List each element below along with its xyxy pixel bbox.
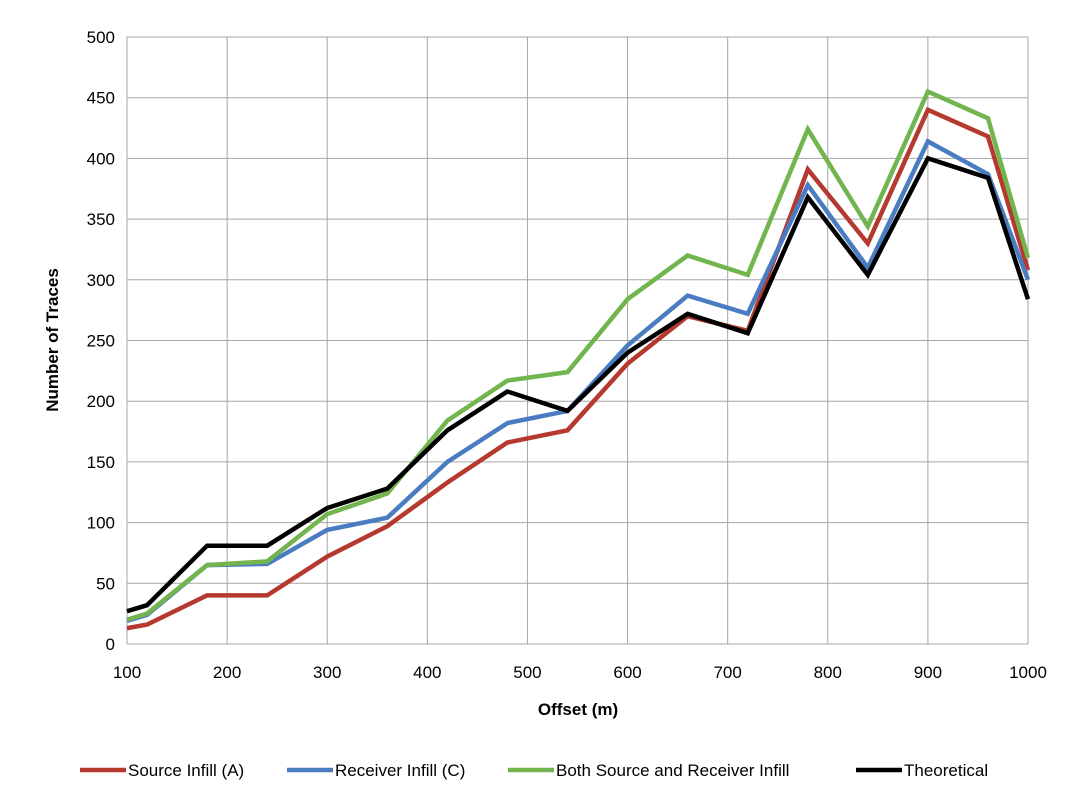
series-line-receiver-infill-c — [126, 138, 1031, 624]
x-axis-title: Offset (m) — [538, 700, 618, 719]
x-tick-label: 200 — [213, 663, 241, 682]
y-tick-label: 450 — [87, 89, 115, 108]
y-axis-title: Number of Traces — [43, 268, 62, 412]
y-tick-label: 400 — [87, 149, 115, 168]
x-tick-label: 100 — [113, 663, 141, 682]
x-axis-ticks: 100 200 300 400 500 600 700 800 900 1000 — [113, 663, 1047, 682]
y-tick-label: 250 — [87, 332, 115, 351]
x-tick-label: 800 — [814, 663, 842, 682]
y-tick-label: 350 — [87, 210, 115, 229]
x-tick-label: 1000 — [1009, 663, 1047, 682]
y-axis-ticks: 0 50 100 150 200 250 300 350 400 450 500 — [87, 28, 115, 654]
y-tick-label: 0 — [106, 635, 115, 654]
y-tick-label: 50 — [96, 574, 115, 593]
x-tick-label: 900 — [914, 663, 942, 682]
legend: Source Infill (A) Receiver Infill (C) Both… — [80, 761, 988, 780]
x-tick-label: 300 — [313, 663, 341, 682]
legend-label-both-source-and-receiver-infill: Both Source and Receiver Infill — [556, 761, 789, 780]
grid-lines — [126, 36, 1029, 645]
x-tick-label: 400 — [413, 663, 441, 682]
x-tick-label: 600 — [613, 663, 641, 682]
legend-label-source-infill-a: Source Infill (A) — [128, 761, 244, 780]
legend-label-receiver-infill-c: Receiver Infill (C) — [335, 761, 465, 780]
y-tick-label: 150 — [87, 453, 115, 472]
y-tick-label: 100 — [87, 514, 115, 533]
y-tick-label: 200 — [87, 392, 115, 411]
legend-label-theoretical: Theoretical — [904, 761, 988, 780]
series-line-theoretical — [126, 155, 1031, 614]
series-line-both-source-and-receiver-infill — [126, 88, 1031, 622]
y-tick-label: 300 — [87, 271, 115, 290]
x-tick-label: 500 — [513, 663, 541, 682]
y-tick-label: 500 — [87, 28, 115, 47]
series-line-source-infill-a — [126, 106, 1031, 631]
x-tick-label: 700 — [713, 663, 741, 682]
series-lines — [126, 88, 1031, 631]
